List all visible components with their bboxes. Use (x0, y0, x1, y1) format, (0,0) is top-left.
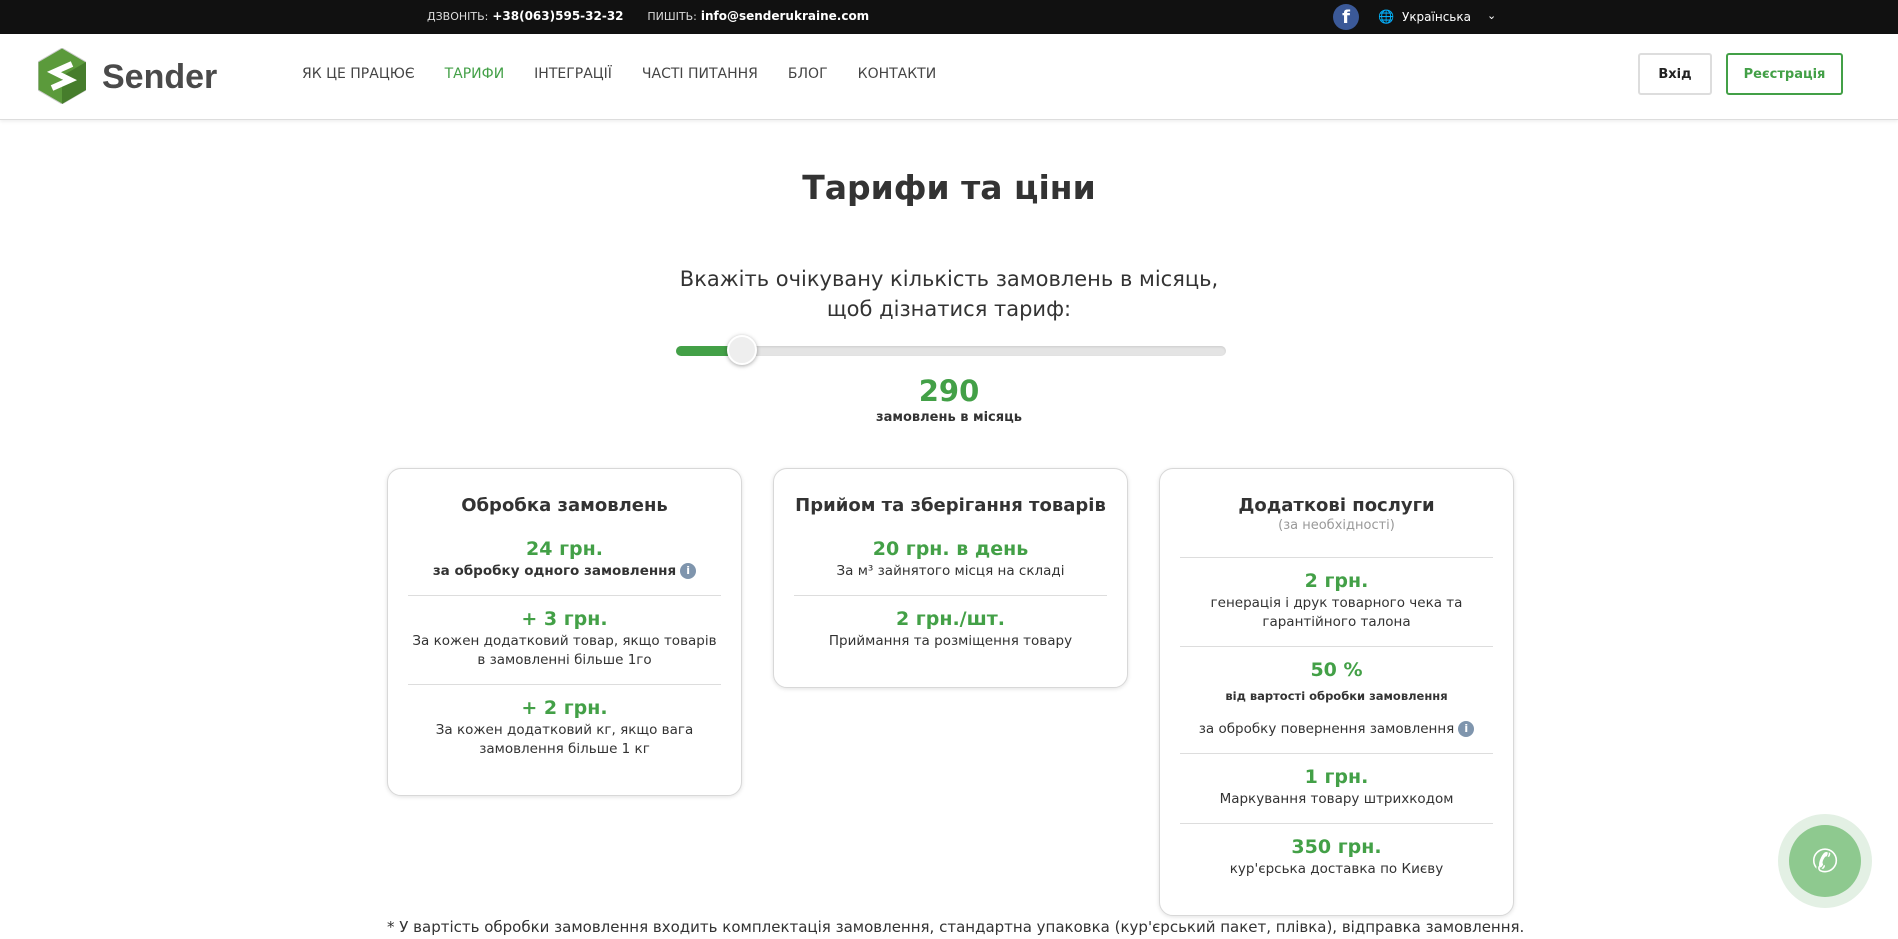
header: Sender ЯК ЦЕ ПРАЦЮЄ ТАРИФИ ІНТЕГРАЦІЇ ЧА… (0, 34, 1898, 120)
price-item: + 3 грн. За кожен додатковий товар, якщо… (408, 595, 721, 684)
card-title: Додаткові послуги (1238, 495, 1435, 516)
price: + 3 грн. (521, 608, 608, 630)
facebook-icon[interactable]: f (1333, 4, 1359, 30)
price: 24 грн. (526, 538, 603, 560)
footnote: * У вартість обробки замовлення входить … (387, 918, 1525, 936)
slider-prompt-line2: щоб дізнатися тариф: (826, 297, 1072, 321)
price: + 2 грн. (521, 697, 608, 719)
page-title: Тарифи та ціни (802, 168, 1096, 207)
price: 2 грн./шт. (895, 608, 1006, 630)
price-desc: за обробку одного замовлення i (408, 562, 721, 581)
nav-integrations[interactable]: ІНТЕГРАЦІЇ (534, 66, 612, 82)
slider-thumb[interactable] (727, 335, 757, 365)
card-order-processing: Обробка замовлень 24 грн. за обробку одн… (387, 468, 742, 796)
orders-count-label: замовлень в місяць (876, 410, 1022, 425)
brand-name[interactable]: Sender (102, 58, 218, 96)
price: 50 % (1310, 659, 1363, 681)
price-desc: За кожен додатковий кг, якщо вага замовл… (435, 722, 694, 757)
card-title: Прийом та зберігання товарів (795, 495, 1106, 516)
nav-faq[interactable]: ЧАСТІ ПИТАННЯ (641, 66, 758, 82)
price-desc: За м³ зайнятого місця на складі (836, 563, 1065, 579)
nav-how-it-works[interactable]: ЯК ЦЕ ПРАЦЮЄ (302, 66, 415, 82)
chevron-down-icon[interactable]: ⌄ (1487, 9, 1497, 22)
email-link[interactable]: info@senderukraine.com (700, 9, 870, 23)
price-item: 1 грн. Маркування товару штрихкодом (1180, 753, 1493, 823)
slider-fill (676, 346, 742, 356)
phone-link[interactable]: +38(063)595-32-32 (492, 9, 624, 23)
price-item: 2 грн./шт. Приймання та розміщення товар… (794, 595, 1107, 665)
orders-slider[interactable] (676, 335, 1226, 365)
price: 1 грн. (1304, 766, 1369, 788)
price-item: 350 грн. кур'єрська доставка по Києву (1180, 823, 1493, 893)
price: 350 грн. (1291, 836, 1382, 858)
language-select[interactable]: Українська (1402, 10, 1471, 24)
price-desc-text: за обробку повернення замовлення (1198, 721, 1455, 737)
price-desc-text: за обробку одного замовлення (432, 563, 677, 579)
info-icon[interactable]: i (680, 563, 697, 579)
price: 20 грн. в день (872, 538, 1029, 560)
globe-icon: 🌐 (1378, 10, 1395, 25)
price-desc: за обробку повернення замовлення i (1180, 720, 1493, 739)
slider-prompt-line1: Вкажіть очікувану кількість замовлень в … (679, 267, 1219, 291)
nav-tariffs[interactable]: ТАРИФИ (444, 66, 505, 82)
price-desc: генерація і друк товарного чека та гаран… (1210, 595, 1463, 630)
price-desc: кур'єрська доставка по Києву (1229, 861, 1444, 877)
callback-button[interactable]: ✆ (1778, 814, 1872, 908)
price-item: 50 % від вартості обробки замовлення за … (1180, 646, 1493, 753)
price-item: 20 грн. в день За м³ зайнятого місця на … (794, 538, 1107, 595)
top-bar: ДЗВОНІТЬ: +38(063)595-32-32 ПИШІТЬ: info@s… (0, 0, 1898, 34)
card-additional-services: Додаткові послуги (за необхідності) 2 гр… (1159, 468, 1514, 916)
nav-contacts[interactable]: КОНТАКТИ (857, 66, 937, 82)
price-desc-small: від вартості обробки замовлення (1225, 689, 1448, 703)
phone-icon: ✆ (1789, 825, 1861, 897)
contacts: ДЗВОНІТЬ: +38(063)595-32-32 ПИШІТЬ: info@s… (427, 9, 889, 23)
price-desc: За кожен додатковий товар, якщо товарів … (412, 633, 717, 668)
sender-logo-icon[interactable] (38, 48, 86, 104)
main-nav: ЯК ЦЕ ПРАЦЮЄ ТАРИФИ ІНТЕГРАЦІЇ ЧАСТІ ПИТ… (302, 66, 936, 82)
price: 2 грн. (1304, 570, 1369, 592)
orders-count: 290 (918, 374, 980, 408)
slider-prompt: Вкажіть очікувану кількість замовлень в … (0, 264, 1898, 324)
card-title: Обробка замовлень (461, 495, 668, 516)
info-icon[interactable]: i (1458, 721, 1475, 737)
card-note: (за необхідності) (1278, 518, 1395, 533)
nav-blog[interactable]: БЛОГ (787, 66, 828, 82)
price-item: + 2 грн. За кожен додатковий кг, якщо ва… (408, 684, 721, 773)
price-item: 24 грн. за обробку одного замовлення i (408, 538, 721, 595)
card-storage: Прийом та зберігання товарів 20 грн. в д… (773, 468, 1128, 688)
write-label: ПИШІТЬ: (647, 10, 697, 23)
register-button[interactable]: Реєстрація (1726, 53, 1843, 95)
price-desc: Маркування товару штрихкодом (1219, 791, 1454, 807)
login-button[interactable]: Вхід (1638, 53, 1712, 95)
call-label: ДЗВОНІТЬ: (427, 10, 489, 23)
price-item: 2 грн. генерація і друк товарного чека т… (1180, 557, 1493, 646)
price-desc: Приймання та розміщення товару (828, 633, 1073, 649)
